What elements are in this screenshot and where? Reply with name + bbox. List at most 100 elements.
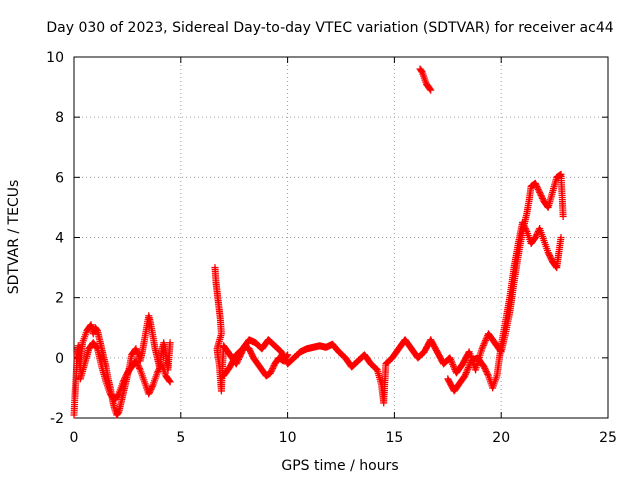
data-point-marker bbox=[479, 341, 487, 349]
data-point-marker bbox=[519, 218, 527, 226]
data-point-marker bbox=[535, 187, 543, 195]
data-point-marker bbox=[521, 223, 529, 231]
data-point-marker bbox=[121, 373, 129, 381]
data-point-marker bbox=[464, 364, 472, 372]
data-point-marker bbox=[135, 363, 143, 371]
chart-title: Day 030 of 2023, Sidereal Day-to-day VTE… bbox=[46, 20, 613, 36]
data-point-marker bbox=[247, 349, 255, 357]
data-point-marker bbox=[531, 179, 539, 187]
data-point-marker bbox=[533, 182, 541, 190]
data-point-marker bbox=[544, 249, 552, 257]
data-point-marker bbox=[546, 252, 554, 260]
data-point-marker bbox=[267, 369, 275, 377]
data-point-marker bbox=[534, 184, 542, 192]
data-point-marker bbox=[482, 336, 490, 344]
data-point-marker bbox=[426, 85, 434, 93]
data-point-marker bbox=[537, 191, 545, 199]
x-tick-label: 0 bbox=[70, 430, 79, 446]
data-point-marker bbox=[148, 382, 156, 390]
data-point-marker bbox=[148, 384, 156, 392]
data-point-marker bbox=[479, 343, 487, 351]
data-point-marker bbox=[447, 357, 455, 365]
data-point-marker bbox=[522, 226, 530, 234]
data-point-marker bbox=[481, 338, 489, 346]
data-point-marker bbox=[462, 369, 470, 377]
data-point-marker bbox=[166, 339, 174, 347]
y-tick-label: 2 bbox=[55, 291, 64, 307]
data-point-marker bbox=[166, 378, 174, 386]
data-point-marker bbox=[463, 367, 471, 375]
x-tick-label: 5 bbox=[176, 430, 185, 446]
data-point-marker bbox=[119, 378, 127, 386]
data-point-marker bbox=[417, 67, 425, 75]
axis-ticks: 0 5 10 15 20 25 -2 0 2 4 6 8 10 bbox=[46, 50, 617, 446]
data-point-marker bbox=[146, 387, 154, 395]
x-tick-label: 10 bbox=[279, 430, 297, 446]
data-point-marker bbox=[462, 370, 470, 378]
y-tick-label: -2 bbox=[50, 411, 64, 427]
y-tick-label: 0 bbox=[55, 351, 64, 367]
data-point-marker bbox=[532, 232, 540, 240]
data-point-marker bbox=[120, 376, 128, 384]
x-axis-label: GPS time / hours bbox=[281, 458, 398, 474]
data-point-marker bbox=[132, 357, 140, 365]
data-markers bbox=[70, 65, 567, 419]
data-point-marker bbox=[546, 253, 554, 261]
data-point-marker bbox=[483, 369, 491, 377]
data-point-marker bbox=[532, 181, 540, 189]
data-point-marker bbox=[145, 388, 153, 396]
data-point-marker bbox=[484, 370, 492, 378]
y-tick-label: 6 bbox=[55, 170, 64, 186]
data-point-marker bbox=[482, 366, 490, 374]
data-point-marker bbox=[133, 360, 141, 368]
data-point-marker bbox=[248, 351, 256, 359]
data-point-marker bbox=[448, 359, 456, 367]
data-point-marker bbox=[547, 255, 555, 263]
data-point-marker bbox=[133, 358, 141, 366]
data-point-marker bbox=[520, 221, 528, 229]
data-point-marker bbox=[268, 366, 276, 374]
data-point-marker bbox=[147, 385, 155, 393]
y-tick-label: 8 bbox=[55, 110, 64, 126]
data-point-marker bbox=[557, 234, 565, 241]
data-point-marker bbox=[449, 361, 457, 369]
y-tick-label: 10 bbox=[46, 50, 64, 66]
data-point-marker bbox=[267, 367, 275, 375]
data-point-marker bbox=[122, 372, 130, 380]
data-point-marker bbox=[545, 250, 553, 258]
data-point-marker bbox=[538, 193, 546, 201]
data-point-marker bbox=[154, 367, 162, 375]
data-point-marker bbox=[552, 263, 560, 271]
data-point-marker bbox=[531, 234, 539, 241]
data-point-marker bbox=[153, 369, 161, 377]
data-point-marker bbox=[246, 346, 254, 354]
data-point-marker bbox=[534, 185, 542, 193]
data-point-marker bbox=[482, 367, 490, 375]
data-point-marker bbox=[247, 348, 255, 356]
data-point-marker bbox=[269, 363, 277, 371]
data-point-marker bbox=[136, 364, 144, 372]
data-point-marker bbox=[480, 363, 488, 371]
data-point-marker bbox=[521, 224, 529, 232]
y-tick-label: 4 bbox=[55, 231, 64, 247]
data-point-marker bbox=[538, 194, 546, 202]
data-point-marker bbox=[446, 354, 454, 362]
data-point-marker bbox=[465, 362, 473, 370]
data-point-marker bbox=[519, 220, 527, 228]
data-point-marker bbox=[461, 372, 469, 380]
data-point-marker bbox=[447, 356, 455, 364]
data-point-marker bbox=[536, 190, 544, 198]
data-point-marker bbox=[427, 86, 435, 94]
data-point-marker bbox=[466, 360, 474, 368]
x-tick-label: 25 bbox=[599, 430, 617, 446]
data-point-marker bbox=[114, 391, 122, 399]
data-point-marker bbox=[269, 364, 277, 372]
data-point-marker bbox=[480, 340, 488, 348]
data-point-marker bbox=[165, 377, 173, 385]
data-point-marker bbox=[93, 344, 101, 352]
data-point-marker bbox=[145, 390, 153, 398]
data-point-marker bbox=[245, 345, 253, 353]
data-point-marker bbox=[559, 212, 567, 220]
y-axis-label: SDTVAR / TECUs bbox=[6, 180, 22, 295]
